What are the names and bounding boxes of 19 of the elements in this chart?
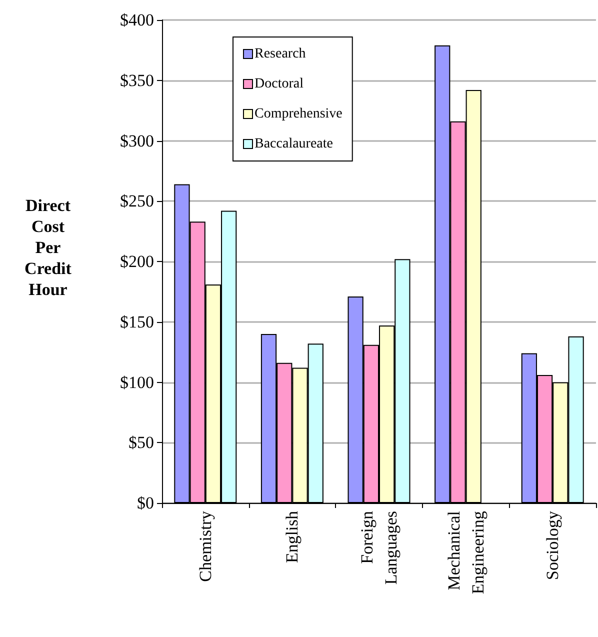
y-tick-label: $0 xyxy=(137,494,154,512)
legend-label: Baccalaureate xyxy=(254,136,333,152)
y-tick-label: $50 xyxy=(128,433,154,452)
y-tick-label: $300 xyxy=(120,131,154,150)
y-tick-label: $350 xyxy=(120,70,154,90)
y-tick-label: $400 xyxy=(120,10,154,30)
y-tick-label: $200 xyxy=(120,252,154,271)
y-tick-label: $100 xyxy=(120,372,154,392)
x-tick-label: Mechanical Engineering xyxy=(444,510,488,594)
legend-label: Doctoral xyxy=(254,76,304,92)
x-tick-label: Foreign Languages xyxy=(358,510,400,585)
y-axis-title: Direct Cost Per Credit Hour xyxy=(24,195,72,300)
x-tick-label: English xyxy=(282,510,302,563)
y-tick-label: $250 xyxy=(120,192,154,211)
y-tick-label: $150 xyxy=(120,312,154,332)
legend-label: Comprehensive xyxy=(254,106,342,122)
x-tick-label: Chemistry xyxy=(196,510,215,582)
x-tick-label: Sociology xyxy=(543,510,562,580)
legend-label: Research xyxy=(254,46,306,62)
